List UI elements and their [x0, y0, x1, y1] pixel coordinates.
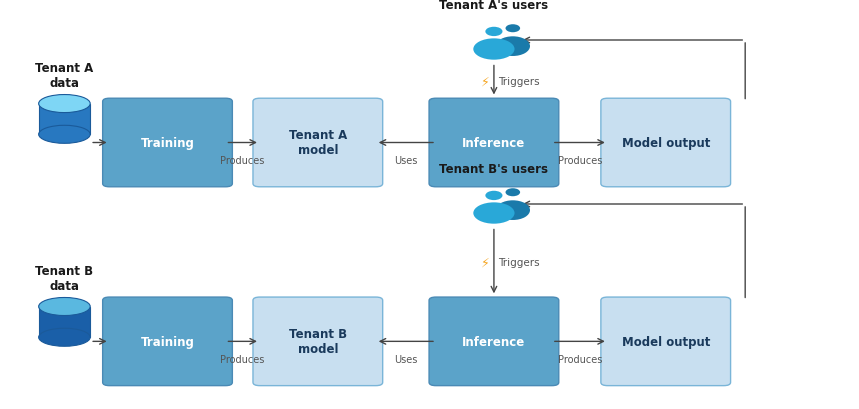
- FancyBboxPatch shape: [103, 99, 232, 187]
- Ellipse shape: [39, 298, 90, 316]
- Ellipse shape: [505, 25, 521, 33]
- Text: Produces: Produces: [221, 354, 265, 364]
- Ellipse shape: [473, 203, 515, 224]
- Ellipse shape: [39, 328, 90, 346]
- Text: Uses: Uses: [394, 354, 417, 364]
- FancyBboxPatch shape: [253, 99, 383, 187]
- Text: Tenant A
model: Tenant A model: [289, 129, 347, 157]
- Ellipse shape: [496, 37, 530, 57]
- FancyBboxPatch shape: [601, 99, 730, 187]
- FancyBboxPatch shape: [429, 297, 558, 386]
- Text: Uses: Uses: [394, 155, 417, 165]
- Text: Tenant A's users: Tenant A's users: [439, 0, 549, 12]
- Text: Tenant B's users: Tenant B's users: [440, 163, 548, 176]
- Text: Triggers: Triggers: [498, 77, 539, 87]
- FancyBboxPatch shape: [103, 297, 232, 386]
- Text: Produces: Produces: [557, 354, 602, 364]
- Ellipse shape: [485, 191, 503, 200]
- Text: Inference: Inference: [462, 137, 526, 150]
- Ellipse shape: [473, 39, 515, 61]
- Text: ⚡: ⚡: [481, 75, 490, 88]
- Ellipse shape: [39, 126, 90, 144]
- Text: Produces: Produces: [557, 155, 602, 165]
- Text: Inference: Inference: [462, 335, 526, 348]
- Ellipse shape: [485, 28, 503, 37]
- Text: ⚡: ⚡: [481, 256, 490, 269]
- Ellipse shape: [496, 201, 530, 220]
- Text: Produces: Produces: [221, 155, 265, 165]
- Polygon shape: [39, 104, 90, 135]
- FancyBboxPatch shape: [253, 297, 383, 386]
- Text: Tenant A
data: Tenant A data: [35, 62, 94, 90]
- Ellipse shape: [505, 189, 521, 197]
- Text: Model output: Model output: [622, 137, 710, 150]
- Text: Tenant B
model: Tenant B model: [289, 328, 347, 355]
- Text: Training: Training: [141, 137, 194, 150]
- Polygon shape: [39, 307, 90, 337]
- FancyBboxPatch shape: [429, 99, 558, 187]
- Text: Tenant B
data: Tenant B data: [35, 265, 94, 292]
- Text: Training: Training: [141, 335, 194, 348]
- Ellipse shape: [39, 95, 90, 113]
- Text: Model output: Model output: [622, 335, 710, 348]
- Text: Triggers: Triggers: [498, 258, 539, 268]
- FancyBboxPatch shape: [601, 297, 730, 386]
